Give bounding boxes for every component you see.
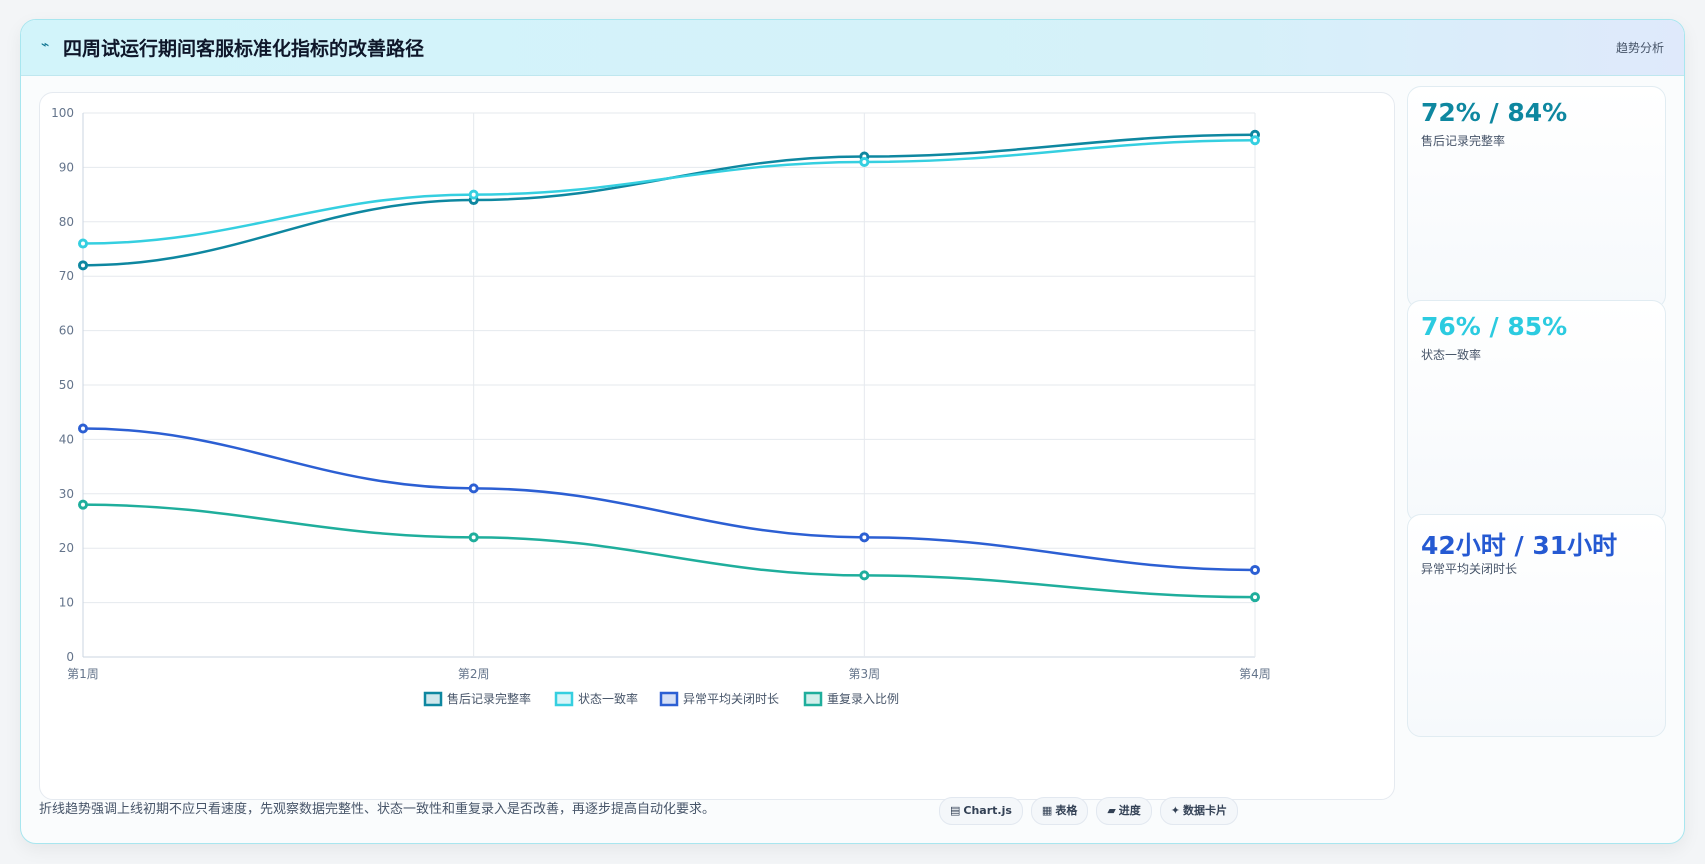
legend-swatch bbox=[659, 691, 679, 707]
dashboard-card: ⌁ 四周试运行期间客服标准化指标的改善路径 趋势分析 0 10 20 30 40 50 60… bbox=[20, 19, 1685, 844]
card-header: ⌁ 四周试运行期间客服标准化指标的改善路径 趋势分析 bbox=[21, 20, 1684, 76]
tag-label: 进度 bbox=[1118, 804, 1141, 817]
trend-line-icon: ⌁ bbox=[41, 37, 50, 53]
data-point bbox=[859, 570, 870, 581]
y-tick-label: 80 bbox=[59, 215, 74, 229]
tag-label: 表格 bbox=[1055, 804, 1078, 817]
footnote: 折线趋势强调上线初期不应只看速度，先观察数据完整性、状态一致性和重复录入是否改善… bbox=[39, 802, 716, 817]
y-tick-label: 40 bbox=[59, 432, 74, 446]
data-point bbox=[1250, 592, 1260, 603]
y-tick-label: 100 bbox=[51, 106, 74, 120]
stat-label: 状态一致率 bbox=[1421, 348, 1482, 362]
y-tick-label: 50 bbox=[59, 378, 74, 392]
tag-label: 数据卡片 bbox=[1183, 804, 1228, 817]
series-line bbox=[82, 133, 1256, 267]
x-tick-label: 第1周 bbox=[67, 667, 99, 681]
data-point bbox=[78, 238, 88, 249]
legend-label: 状态一致率 bbox=[578, 691, 638, 706]
tag-data-card[interactable]: ✦ 数据卡片 bbox=[1159, 797, 1239, 825]
tag-progress[interactable]: ▰ 进度 bbox=[1096, 797, 1152, 825]
y-tick-label: 20 bbox=[59, 541, 74, 555]
sparkle-icon: ✦ bbox=[1170, 804, 1181, 817]
trend-analysis-badge: 趋势分析 bbox=[1615, 41, 1664, 55]
tag-label: Chart.js bbox=[963, 804, 1012, 817]
data-point bbox=[1250, 135, 1260, 146]
stat-value: 76% / 85% bbox=[1421, 312, 1568, 341]
chart-panel: 0 10 20 30 40 50 60 70 80 90 100 第1周 第2周 第3周 第4周售后记录完整… bbox=[39, 92, 1395, 800]
stat-label: 异常平均关闭时长 bbox=[1421, 562, 1518, 576]
card-title: 四周试运行期间客服标准化指标的改善路径 bbox=[63, 38, 425, 60]
data-point bbox=[78, 423, 88, 434]
legend-swatch bbox=[423, 691, 443, 707]
y-tick-label: 0 bbox=[66, 650, 74, 664]
y-tick-label: 30 bbox=[59, 487, 74, 501]
x-tick-label: 第3周 bbox=[849, 667, 881, 681]
data-point bbox=[78, 499, 88, 510]
stat-label: 售后记录完整率 bbox=[1421, 134, 1506, 148]
stat-value: 72% / 84% bbox=[1421, 98, 1568, 127]
line-chart: 0 10 20 30 40 50 60 70 80 90 100 第1周 第2周 第3周 第4周售后记录完整… bbox=[51, 106, 1271, 707]
legend-label: 异常平均关闭时长 bbox=[683, 692, 779, 706]
legend-label: 重复录入比例 bbox=[827, 692, 899, 706]
progress-icon: ▰ bbox=[1107, 804, 1116, 817]
legend-swatch bbox=[554, 691, 574, 707]
x-tick-label: 第4周 bbox=[1239, 667, 1271, 681]
series-line bbox=[82, 503, 1256, 599]
tag-chartjs[interactable]: ▤ Chart.js bbox=[939, 797, 1023, 825]
data-point bbox=[468, 483, 479, 494]
y-tick-label: 10 bbox=[59, 596, 74, 610]
table-icon: ▦ bbox=[1041, 804, 1053, 817]
y-tick-label: 60 bbox=[59, 324, 74, 338]
data-point bbox=[468, 189, 479, 200]
stat-card-consistency: 76% / 85% 状态一致率 bbox=[1407, 300, 1666, 523]
stat-card-completeness: 72% / 84% 售后记录完整率 bbox=[1407, 86, 1666, 309]
tag-table[interactable]: ▦ 表格 bbox=[1030, 797, 1089, 825]
legend-swatch bbox=[803, 691, 823, 707]
x-tick-label: 第2周 bbox=[458, 667, 490, 681]
y-tick-label: 90 bbox=[59, 160, 74, 174]
data-point bbox=[1250, 564, 1260, 575]
data-point bbox=[468, 532, 479, 543]
series-line bbox=[82, 427, 1256, 572]
stat-card-close-time: 42小时 / 31小时 异常平均关闭时长 bbox=[1407, 514, 1666, 737]
data-point bbox=[859, 532, 870, 543]
series-line bbox=[82, 138, 1256, 245]
data-point bbox=[859, 156, 870, 167]
tag-list: ▤ Chart.js ▦ 表格 ▰ 进度 ✦ 数据卡片 bbox=[939, 797, 1239, 825]
chart-icon: ▤ bbox=[950, 804, 961, 817]
data-point bbox=[78, 260, 88, 271]
legend-label: 售后记录完整率 bbox=[447, 691, 531, 706]
stat-value: 42小时 / 31小时 bbox=[1421, 531, 1618, 560]
y-tick-label: 70 bbox=[59, 269, 74, 283]
